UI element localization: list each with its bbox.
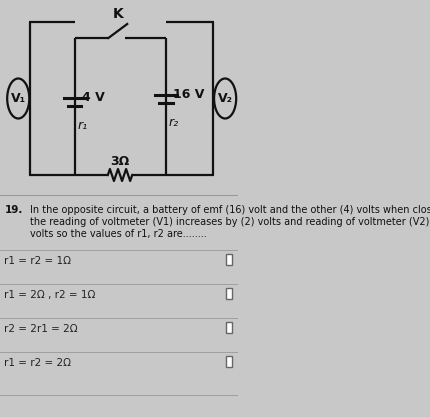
Text: 3Ω: 3Ω [110,155,129,168]
FancyBboxPatch shape [225,322,231,333]
FancyBboxPatch shape [225,254,231,265]
Text: K: K [112,7,123,21]
Text: V₁: V₁ [11,92,26,105]
FancyBboxPatch shape [225,356,231,367]
Text: r1 = r2 = 1Ω: r1 = r2 = 1Ω [4,256,71,266]
Text: In the opposite circuit, a battery of emf (16) volt and the other (4) volts when: In the opposite circuit, a battery of em… [31,205,430,215]
Text: 4 V: 4 V [82,90,105,103]
Text: r₁: r₁ [77,118,87,131]
Text: the reading of voltmeter (V1) increases by (2) volts and reading of voltmeter (V: the reading of voltmeter (V1) increases … [31,217,430,227]
Text: 19.: 19. [4,205,23,215]
Text: r2 = 2r1 = 2Ω: r2 = 2r1 = 2Ω [4,324,78,334]
Text: 16 V: 16 V [172,88,203,100]
Text: r1 = 2Ω , r2 = 1Ω: r1 = 2Ω , r2 = 1Ω [4,290,95,300]
FancyBboxPatch shape [225,288,231,299]
Text: r1 = r2 = 2Ω: r1 = r2 = 2Ω [4,358,71,368]
Text: volts so the values of r1, r2 are........: volts so the values of r1, r2 are.......… [31,229,207,239]
Text: r₂: r₂ [168,116,178,128]
Text: V₂: V₂ [217,92,232,105]
